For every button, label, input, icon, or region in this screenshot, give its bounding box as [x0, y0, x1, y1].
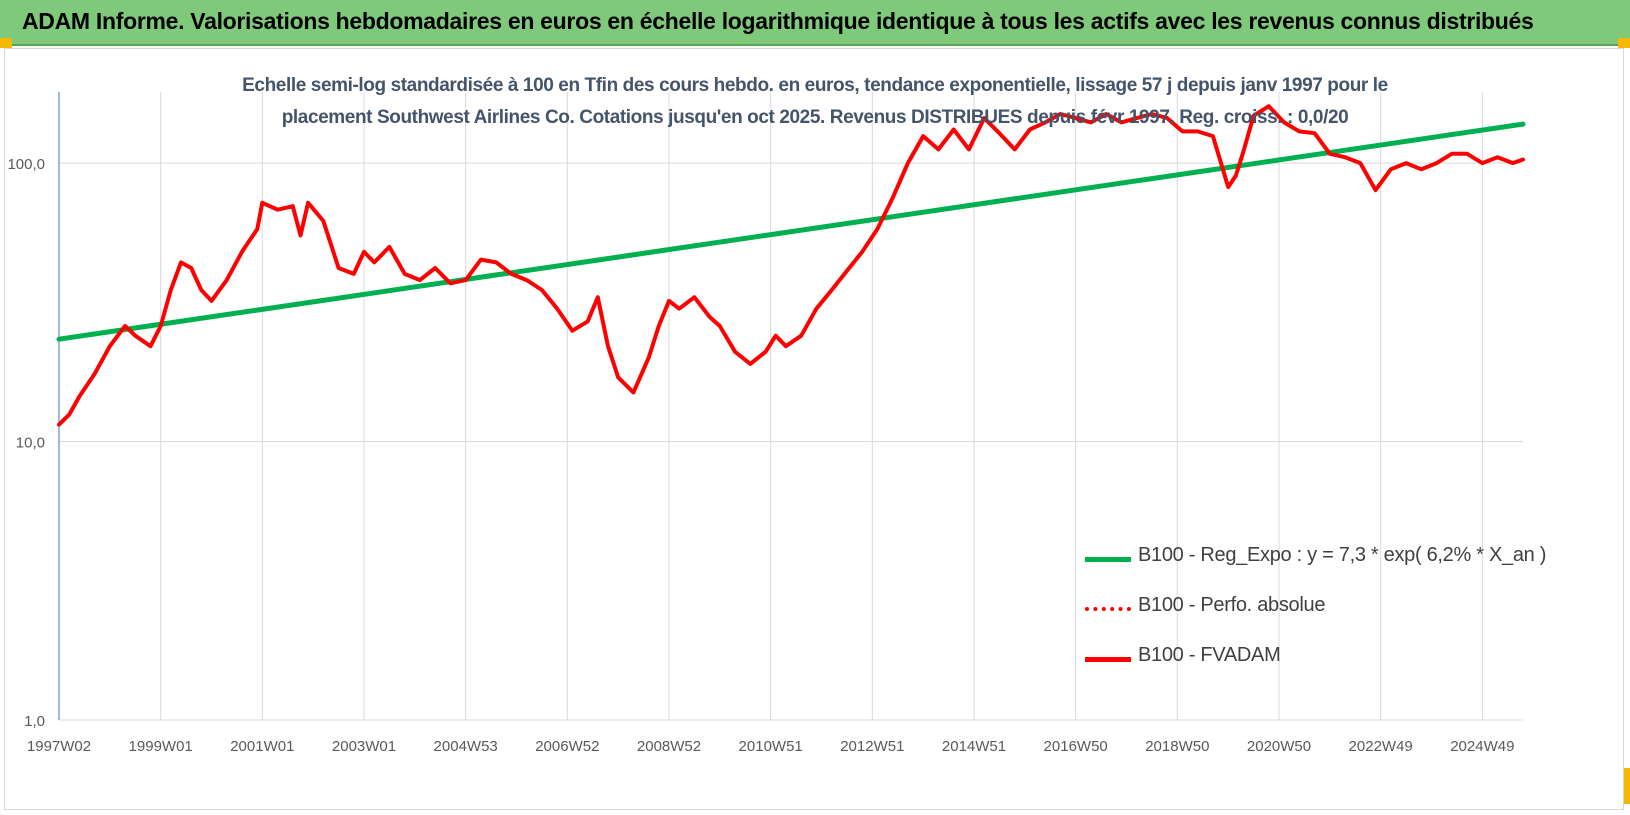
corner-marker-left: [0, 38, 12, 48]
x-tick-label: 2006W52: [535, 738, 599, 755]
legend-label-perfo-absolue: B100 - Perfo. absolue: [1138, 594, 1326, 616]
y-tick-label: 100,0: [7, 156, 45, 173]
x-tick-label: 2018W50: [1145, 738, 1209, 755]
y-tick-label: 10,0: [16, 435, 45, 452]
x-tick-label: 2024W49: [1450, 738, 1514, 755]
x-tick-label: 2001W01: [230, 738, 294, 755]
corner-marker-right: [1618, 38, 1630, 48]
x-tick-label: 2008W52: [637, 738, 701, 755]
legend-swatch-perfo-absolue: [1085, 607, 1131, 611]
x-tick-label: 1999W01: [129, 738, 193, 755]
x-tick-label: 2014W51: [942, 738, 1006, 755]
chart-title: Echelle semi-log standardisée à 100 en T…: [180, 70, 1450, 134]
x-tick-label: 2010W51: [739, 738, 803, 755]
legend-swatch-reg-expo: [1085, 557, 1131, 562]
x-tick-label: 2012W51: [840, 738, 904, 755]
series-fvadam-line: [57, 104, 1525, 427]
legend-label-reg-expo: B100 - Reg_Expo : y = 7,3 * exp( 6,2% * …: [1138, 544, 1547, 566]
corner-marker-bottom-right: [1624, 768, 1630, 804]
chart-title-line-1: Echelle semi-log standardisée à 100 en T…: [242, 75, 1388, 96]
series-reg-expo-line: [56, 121, 1526, 342]
chart-title-line-2: placement Southwest Airlines Co. Cotatio…: [281, 107, 1349, 128]
legend-label-fvadam: B100 - FVADAM: [1138, 644, 1281, 666]
y-tick-label: 1,0: [24, 713, 45, 730]
x-tick-label: 1997W02: [27, 738, 91, 755]
chart-frame: [4, 48, 1624, 810]
x-tick-label: 2022W49: [1349, 738, 1413, 755]
legend-swatch-fvadam: [1085, 657, 1131, 662]
x-tick-label: 2016W50: [1044, 738, 1108, 755]
x-tick-label: 2003W01: [332, 738, 396, 755]
x-tick-label: 2020W50: [1247, 738, 1311, 755]
report-title: ADAM Informe. Valorisations hebdomadaire…: [22, 8, 1534, 34]
x-tick-label: 2004W53: [434, 738, 498, 755]
report-banner: ADAM Informe. Valorisations hebdomadaire…: [0, 0, 1630, 46]
